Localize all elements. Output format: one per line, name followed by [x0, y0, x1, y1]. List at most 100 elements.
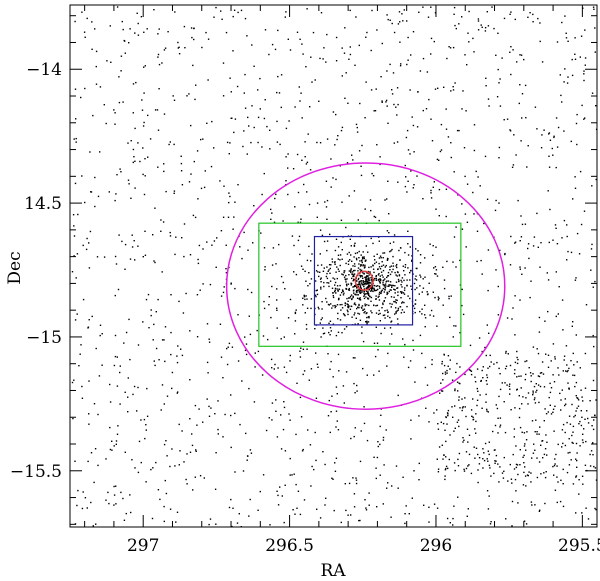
- star-point: [320, 288, 322, 290]
- star-point: [520, 54, 523, 56]
- star-point: [416, 126, 419, 128]
- star-point: [73, 255, 75, 257]
- star-point: [355, 477, 357, 479]
- star-point: [539, 385, 542, 388]
- star-point: [317, 306, 319, 309]
- star-point: [84, 36, 86, 38]
- star-point: [292, 168, 295, 170]
- star-point: [560, 409, 562, 411]
- star-point: [197, 258, 199, 261]
- star-point: [430, 6, 432, 8]
- star-point: [84, 87, 86, 90]
- star-point: [352, 274, 355, 276]
- star-point: [326, 240, 329, 242]
- star-point: [360, 287, 362, 290]
- star-point: [331, 261, 334, 263]
- star-point: [559, 392, 561, 395]
- star-point: [452, 517, 454, 520]
- star-point: [433, 40, 435, 43]
- star-point: [315, 289, 317, 292]
- star-point: [574, 187, 577, 189]
- star-point: [289, 474, 291, 476]
- star-point: [523, 445, 526, 447]
- star-point: [368, 317, 370, 319]
- star-point: [363, 292, 365, 294]
- star-point: [321, 301, 323, 303]
- star-point: [206, 361, 209, 364]
- star-point: [349, 46, 351, 48]
- star-point: [407, 295, 409, 297]
- star-point: [293, 271, 295, 273]
- star-point: [392, 255, 394, 258]
- star-point: [345, 326, 348, 328]
- star-point: [487, 25, 490, 27]
- star-point: [193, 160, 195, 163]
- star-point: [353, 506, 356, 508]
- star-point: [574, 176, 576, 178]
- star-point: [319, 142, 322, 144]
- star-point: [253, 205, 255, 207]
- star-point: [567, 369, 569, 372]
- star-point: [514, 242, 516, 244]
- star-point: [304, 312, 306, 314]
- star-point: [390, 296, 393, 298]
- star-point: [378, 219, 380, 222]
- star-point: [433, 412, 435, 414]
- star-point: [447, 409, 450, 412]
- star-point: [177, 391, 179, 393]
- star-point: [468, 434, 471, 436]
- star-point: [560, 399, 562, 401]
- star-point: [383, 285, 386, 287]
- star-point: [346, 253, 349, 255]
- star-point: [386, 276, 388, 279]
- star-point: [346, 309, 349, 311]
- star-point: [424, 366, 427, 369]
- overlay-rectangle-2: [313, 235, 414, 326]
- star-point: [359, 285, 362, 287]
- star-point: [450, 156, 452, 159]
- star-point: [465, 110, 467, 112]
- star-point: [305, 66, 307, 68]
- star-point: [310, 56, 312, 58]
- star-point: [571, 325, 573, 327]
- star-point: [208, 405, 210, 408]
- star-point: [236, 85, 239, 88]
- star-point: [356, 131, 359, 133]
- star-point: [464, 406, 466, 408]
- star-point: [443, 353, 445, 356]
- star-point: [580, 410, 582, 412]
- star-point: [387, 311, 389, 313]
- star-point: [375, 305, 377, 307]
- star-point: [113, 445, 115, 447]
- star-point: [292, 509, 294, 511]
- star-point: [296, 153, 299, 156]
- star-point: [464, 213, 467, 215]
- star-point: [386, 291, 388, 294]
- y-axis-title: Dec: [5, 251, 25, 284]
- star-point: [422, 109, 424, 112]
- star-point: [424, 276, 426, 278]
- star-point: [475, 420, 477, 423]
- star-point: [358, 290, 361, 293]
- star-point: [335, 410, 338, 412]
- star-point: [304, 270, 306, 272]
- star-point: [264, 29, 267, 31]
- star-point: [86, 507, 88, 509]
- star-point: [442, 372, 444, 375]
- star-point: [452, 86, 454, 88]
- star-point: [195, 84, 197, 86]
- star-point: [337, 246, 340, 248]
- star-point: [294, 513, 296, 515]
- star-point: [499, 373, 501, 375]
- star-point: [412, 339, 414, 342]
- star-point: [332, 292, 334, 294]
- star-point: [366, 320, 368, 322]
- star-point: [389, 284, 392, 286]
- star-point: [359, 291, 361, 293]
- star-point: [338, 270, 340, 272]
- star-point: [207, 38, 210, 40]
- star-point: [84, 201, 86, 204]
- star-point: [306, 161, 309, 163]
- star-point: [380, 332, 382, 335]
